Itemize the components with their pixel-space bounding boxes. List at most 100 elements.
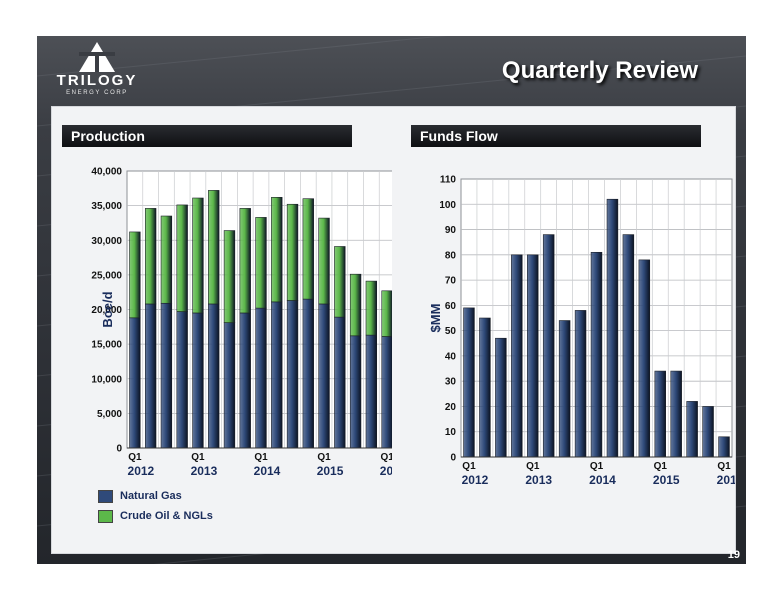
y-tick-label: 0	[116, 444, 122, 455]
bar-crude-oil	[365, 280, 378, 336]
y-tick-label: 0	[450, 453, 456, 464]
bar-funds-flow	[718, 436, 730, 458]
bar-crude-oil	[302, 198, 314, 300]
bar-natural-gas	[286, 300, 299, 449]
y-tick-label: 15,000	[91, 340, 122, 351]
content-panel: Production Funds Flow 0 5,000 10,000 15,000…	[51, 106, 736, 554]
bar-crude-oil	[144, 208, 157, 305]
page-number: 19	[727, 549, 740, 561]
bar-natural-gas	[223, 322, 236, 449]
y-tick-label: 100	[439, 200, 456, 211]
bar-funds-flow	[574, 310, 587, 458]
bar-funds-flow	[542, 234, 555, 458]
bar-funds-flow	[511, 254, 523, 458]
bar-natural-gas	[318, 303, 330, 449]
bar-crude-oil	[349, 273, 362, 337]
y-axis-label: $MM	[428, 304, 443, 333]
x-quarter-label: Q1	[380, 452, 392, 463]
bar-crude-oil	[381, 290, 392, 337]
bar-funds-flow	[670, 370, 682, 458]
bar-crude-oil	[286, 203, 299, 301]
bar-natural-gas	[192, 312, 204, 449]
y-tick-label: 25,000	[91, 270, 122, 281]
triangle-logo-icon	[79, 42, 115, 72]
y-tick-label: 40	[445, 351, 457, 362]
x-year-label: 2012	[128, 464, 155, 478]
x-year-label: 2013	[525, 473, 552, 487]
bar-funds-flow	[479, 317, 491, 458]
x-year-label: 2016	[717, 473, 735, 487]
y-tick-label: 35,000	[91, 201, 122, 212]
slide: TRILOGY ENERGY CORP Quarterly Review Pro…	[37, 36, 746, 564]
bar-natural-gas	[381, 336, 392, 449]
bar-natural-gas	[144, 303, 157, 449]
y-tick-label: 50	[445, 326, 457, 337]
legend-label-natural-gas: Natural Gas	[120, 490, 182, 502]
bar-crude-oil	[334, 246, 346, 318]
bar-natural-gas	[334, 316, 346, 449]
logo-subtitle: ENERGY CORP	[66, 90, 128, 96]
x-year-label: 2014	[589, 473, 616, 487]
x-quarter-label: Q1	[128, 452, 142, 463]
bar-crude-oil	[271, 197, 283, 303]
y-tick-label: 30,000	[91, 236, 122, 247]
y-tick-label: 40,000	[91, 167, 122, 178]
production-chart: 0 5,000 10,000 15,000 20,000 25,000 30,000 35,0…	[91, 167, 392, 478]
bar-crude-oil	[318, 217, 330, 305]
bar-funds-flow	[638, 259, 651, 458]
x-year-label: 2016	[380, 464, 392, 478]
bar-funds-flow	[495, 337, 507, 458]
bar-natural-gas	[302, 298, 314, 449]
y-tick-label: 90	[445, 225, 457, 236]
bar-natural-gas	[129, 317, 141, 449]
bar-funds-flow	[590, 251, 603, 458]
x-quarter-label: Q1	[526, 461, 540, 472]
x-quarter-label: Q1	[717, 461, 731, 472]
bar-crude-oil	[208, 190, 220, 305]
production-header: Production	[62, 125, 352, 147]
bar-natural-gas	[239, 312, 251, 449]
trilogy-logo: TRILOGY ENERGY CORP	[41, 40, 141, 104]
bar-crude-oil	[223, 230, 236, 323]
x-year-label: 2015	[653, 473, 680, 487]
y-tick-label: 10	[445, 427, 457, 438]
x-year-label: 2012	[462, 473, 489, 487]
legend-swatch-natural-gas	[98, 490, 113, 503]
y-tick-label: 5,000	[97, 409, 122, 420]
bar-funds-flow	[527, 254, 539, 458]
y-tick-label: 80	[445, 250, 457, 261]
bar-natural-gas	[365, 334, 378, 449]
y-tick-label: 60	[445, 301, 457, 312]
x-quarter-label: Q1	[317, 452, 331, 463]
bar-crude-oil	[239, 208, 251, 314]
funds-flow-chart: 0102030405060708090100110Q12012Q12013Q12…	[428, 175, 735, 488]
y-tick-label: 110	[440, 175, 457, 186]
bar-crude-oil	[255, 217, 267, 309]
bar-funds-flow	[686, 401, 698, 458]
y-tick-label: 20,000	[91, 305, 122, 316]
bar-crude-oil	[160, 215, 173, 304]
funds-flow-header: Funds Flow	[411, 125, 701, 147]
x-year-label: 2013	[191, 464, 218, 478]
bar-natural-gas	[255, 307, 267, 449]
bar-funds-flow	[702, 406, 714, 458]
x-year-label: 2014	[254, 464, 281, 478]
bar-funds-flow	[463, 307, 475, 458]
bar-crude-oil	[176, 204, 188, 312]
bar-funds-flow	[606, 198, 619, 458]
y-axis-label: Boe/d	[100, 291, 115, 327]
bar-natural-gas	[349, 335, 362, 449]
bar-natural-gas	[271, 301, 283, 449]
logo-name: TRILOGY	[56, 72, 138, 89]
y-tick-label: 10,000	[91, 374, 122, 385]
x-year-label: 2015	[317, 464, 344, 478]
bar-natural-gas	[160, 302, 173, 449]
x-quarter-label: Q1	[191, 452, 205, 463]
x-quarter-label: Q1	[654, 461, 668, 472]
bar-funds-flow	[558, 320, 571, 458]
slide-title: Quarterly Review	[501, 57, 698, 84]
bar-funds-flow	[654, 370, 666, 458]
legend-label-crude-oil: Crude Oil & NGLs	[120, 510, 213, 522]
x-quarter-label: Q1	[254, 452, 268, 463]
y-tick-label: 70	[445, 276, 457, 287]
